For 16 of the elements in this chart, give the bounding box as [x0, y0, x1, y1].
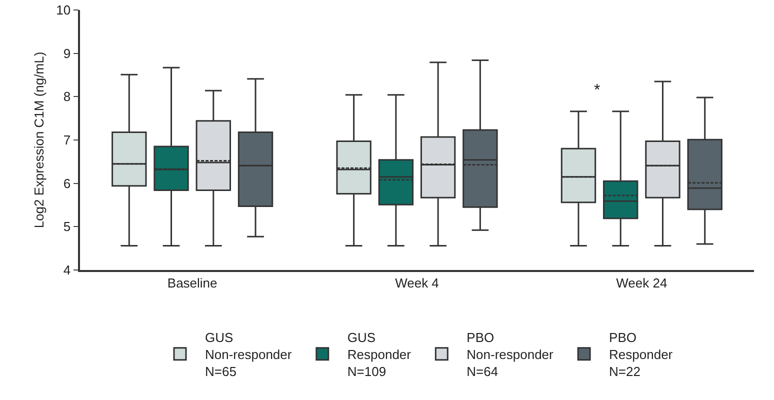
legend-label: GUS Responder N=109 — [347, 330, 412, 379]
y-tick-label: 4 — [63, 262, 71, 278]
y-tick-label: 10 — [56, 2, 71, 18]
x-tick-label: Week 4 — [395, 275, 439, 290]
y-tick-label: 8 — [63, 89, 71, 104]
legend-label: GUS Non-responder N=65 — [205, 330, 292, 379]
y-tick-label: 9 — [63, 46, 71, 61]
y-axis-title: Log2 Expression C1M (ng/mL) — [32, 52, 46, 228]
y-tick-label: 5 — [63, 219, 71, 234]
annotation: * — [594, 82, 600, 99]
x-tick-label: Week 24 — [616, 275, 668, 290]
legend-label: PBO Responder N=22 — [609, 330, 674, 379]
x-tick-label: Baseline — [167, 275, 218, 290]
y-tick-label: 7 — [63, 132, 71, 148]
y-tick-label: 6 — [63, 176, 71, 191]
legend-label: PBO Non-responder N=64 — [466, 330, 554, 379]
